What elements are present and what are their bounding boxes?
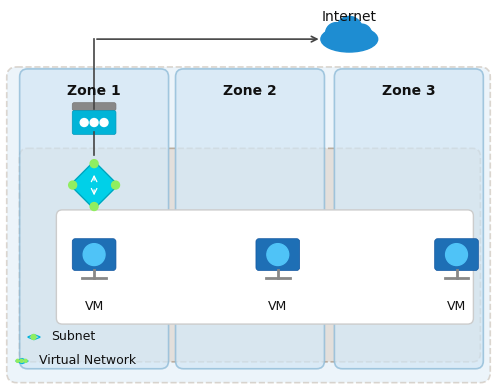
- Text: Zone 1: Zone 1: [67, 84, 121, 98]
- Circle shape: [90, 118, 98, 127]
- Circle shape: [112, 181, 120, 189]
- Circle shape: [20, 359, 23, 362]
- Circle shape: [267, 244, 289, 265]
- Circle shape: [446, 244, 468, 265]
- Text: Zone 2: Zone 2: [223, 84, 277, 98]
- Text: Subnet: Subnet: [51, 330, 96, 343]
- Circle shape: [336, 16, 362, 42]
- Text: VM: VM: [447, 300, 466, 313]
- FancyBboxPatch shape: [175, 69, 325, 369]
- Circle shape: [24, 359, 27, 362]
- FancyBboxPatch shape: [19, 69, 169, 369]
- Text: Zone 3: Zone 3: [382, 84, 436, 98]
- FancyBboxPatch shape: [72, 239, 116, 270]
- Text: Virtual Network: Virtual Network: [39, 354, 136, 367]
- Circle shape: [16, 359, 19, 362]
- Ellipse shape: [321, 26, 377, 52]
- Circle shape: [80, 118, 88, 127]
- Text: Internet: Internet: [322, 10, 377, 24]
- FancyBboxPatch shape: [435, 239, 479, 270]
- Circle shape: [83, 244, 105, 265]
- FancyBboxPatch shape: [7, 67, 490, 383]
- Polygon shape: [70, 161, 118, 209]
- FancyBboxPatch shape: [56, 210, 474, 324]
- Circle shape: [90, 160, 98, 168]
- Text: VM: VM: [268, 300, 287, 313]
- Circle shape: [326, 23, 347, 44]
- Text: <>: <>: [26, 330, 41, 343]
- FancyBboxPatch shape: [334, 69, 484, 369]
- FancyBboxPatch shape: [256, 239, 300, 270]
- FancyBboxPatch shape: [72, 111, 116, 134]
- FancyBboxPatch shape: [72, 103, 116, 111]
- Circle shape: [90, 203, 98, 211]
- Circle shape: [31, 334, 36, 339]
- Circle shape: [352, 24, 372, 44]
- Circle shape: [100, 118, 108, 127]
- FancyBboxPatch shape: [19, 148, 481, 362]
- Text: VM: VM: [85, 300, 104, 313]
- Text: <>: <>: [14, 354, 29, 367]
- Circle shape: [69, 181, 77, 189]
